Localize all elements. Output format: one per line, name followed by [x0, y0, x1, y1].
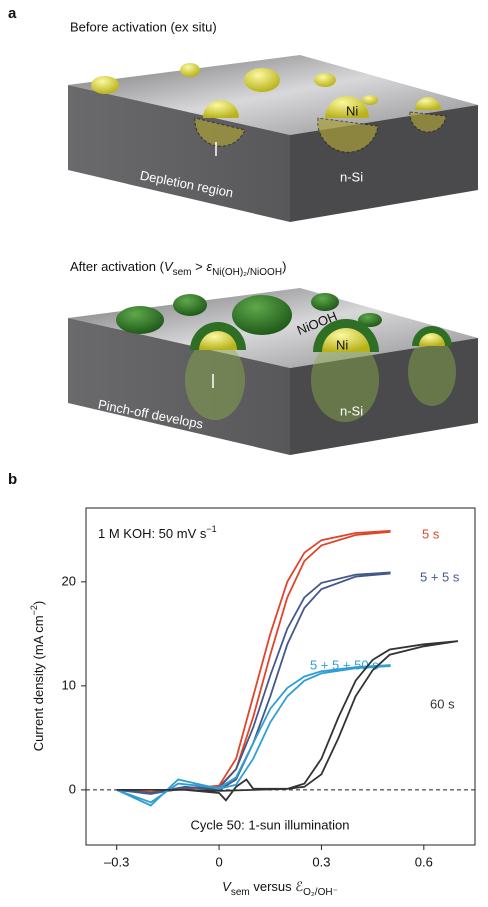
- annotation: Cycle 50: 1-sun illumination: [191, 817, 350, 832]
- ni-label: Ni: [336, 337, 348, 352]
- text: Current density (mA cm: [31, 615, 46, 751]
- nsi-label: n-Si: [340, 169, 363, 184]
- block-after: [68, 288, 478, 455]
- text: ): [282, 259, 286, 274]
- series-label: 5 + 5 s: [420, 569, 460, 584]
- series-label: 60 s: [430, 696, 455, 711]
- cv-curve: [117, 641, 458, 800]
- title-before: Before activation (ex situ): [70, 19, 217, 34]
- text: Ni(OH)₂/NiOOH: [212, 267, 282, 278]
- panel-label: b: [8, 471, 17, 488]
- x-axis-label: Vsem versus ℰO₂/OH⁻: [222, 879, 338, 897]
- text: ): [31, 601, 46, 605]
- x-tick-label: 0: [215, 854, 222, 869]
- y-axis-label: Current density (mA cm−2): [29, 601, 46, 751]
- x-tick-label: 0.6: [415, 854, 433, 869]
- cv-curve: [117, 665, 390, 805]
- text: versus ℰ: [250, 879, 304, 894]
- y-tick-label: 10: [62, 677, 76, 692]
- nsi-label: n-Si: [340, 403, 363, 418]
- y-tick-label: 0: [69, 781, 76, 796]
- cv-curve: [117, 573, 390, 795]
- text: sem: [231, 887, 250, 898]
- text: −2: [29, 605, 39, 615]
- x-tick-label: 0.3: [312, 854, 330, 869]
- figure: a Before activation (ex situ) Ni Depleti…: [0, 0, 488, 902]
- ni-label: Ni: [346, 103, 358, 118]
- text: sem: [173, 267, 192, 278]
- block-before: [68, 55, 478, 222]
- text: 1 M KOH: 50 mV s: [98, 526, 207, 541]
- x-tick-label: –0.3: [104, 854, 129, 869]
- plot-frame: [86, 508, 475, 845]
- text: >: [192, 259, 207, 274]
- y-tick-label: 20: [62, 573, 76, 588]
- annotation: 1 M KOH: 50 mV s−1: [98, 524, 217, 541]
- series-label: 5 s: [422, 526, 440, 541]
- title-after: After activation (Vsem > εNi(OH)₂/NiOOH): [70, 259, 286, 277]
- text: −1: [206, 524, 216, 534]
- text: O₂/OH⁻: [303, 887, 338, 898]
- text: After activation (: [70, 259, 165, 274]
- panel-label: a: [8, 5, 17, 22]
